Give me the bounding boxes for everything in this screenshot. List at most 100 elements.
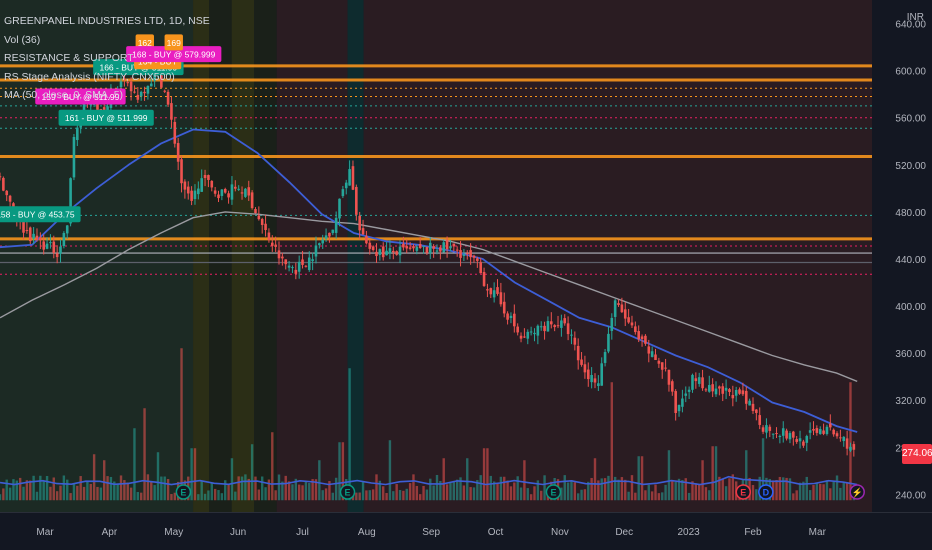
volume-bar xyxy=(449,482,452,501)
candle xyxy=(166,89,170,107)
volume-bar xyxy=(627,491,630,501)
volume-bar xyxy=(25,480,29,501)
candle xyxy=(650,346,654,358)
volume-bar xyxy=(237,476,240,501)
candle xyxy=(291,265,294,274)
candle-body xyxy=(32,233,35,239)
candle xyxy=(65,224,69,239)
candle-body xyxy=(718,386,721,389)
candle-body xyxy=(301,259,304,265)
candle-body xyxy=(795,439,798,442)
volume-bar xyxy=(566,482,570,501)
volume-bar xyxy=(597,480,600,501)
candle xyxy=(731,385,735,407)
volume-bar xyxy=(2,488,5,501)
x-tick-label: Nov xyxy=(551,527,569,538)
volume-bar xyxy=(445,484,449,501)
volume-bar xyxy=(832,481,835,501)
candle-body xyxy=(428,242,432,254)
volume-bar xyxy=(402,490,405,501)
candle xyxy=(442,239,446,253)
candle-body xyxy=(435,250,439,252)
signal-label-box-0 xyxy=(0,206,81,223)
volume-bar xyxy=(113,481,116,501)
candle xyxy=(39,232,42,250)
candle-body xyxy=(671,381,674,392)
volume-bar xyxy=(153,485,156,501)
volume-bar xyxy=(267,479,271,501)
candle xyxy=(207,174,210,188)
candle xyxy=(422,246,425,254)
currency-label: INR xyxy=(906,12,924,23)
candle-body xyxy=(573,337,577,345)
volume-bar xyxy=(503,476,506,501)
volume-bar xyxy=(526,488,529,501)
candle xyxy=(254,207,257,214)
signal-label-box-1 xyxy=(35,88,126,105)
candle xyxy=(482,267,486,287)
indicator-volume[interactable]: Vol (36) xyxy=(4,33,41,46)
volume-bar xyxy=(12,479,15,501)
volume-bar xyxy=(150,481,153,501)
candle-body xyxy=(788,433,792,440)
candle xyxy=(311,252,314,271)
volume-bar xyxy=(234,491,237,501)
volume-bar xyxy=(664,484,667,501)
volume-bar xyxy=(661,492,664,501)
indicator-ma[interactable]: MA (50, close, 0, SMA, 5) xyxy=(4,89,124,101)
y-tick-label: 400.00 xyxy=(895,302,926,313)
volume-bar xyxy=(227,484,230,501)
candle xyxy=(761,425,765,435)
volume-bar xyxy=(271,432,274,501)
volume-bar xyxy=(405,488,408,501)
candle-body xyxy=(180,159,183,184)
event-marker-0 xyxy=(175,484,192,500)
candle xyxy=(324,228,328,242)
event-marker-3 xyxy=(735,484,752,500)
candle-body xyxy=(802,441,805,446)
volume-bar xyxy=(674,481,677,501)
candle xyxy=(237,185,240,191)
candle-body xyxy=(798,438,802,442)
candle xyxy=(849,442,852,453)
indicator-rs-stage[interactable]: RS Stage Analysis (NIFTY, CNX500) xyxy=(4,70,175,83)
candle-body xyxy=(556,325,560,327)
candle-body xyxy=(415,246,419,251)
volume-bar xyxy=(314,479,318,501)
volume-bar xyxy=(39,475,42,501)
volume-bar xyxy=(294,478,298,501)
last-price-tag: 274.06 xyxy=(902,444,932,465)
event-marker-label-1: E xyxy=(345,488,351,498)
candle xyxy=(301,250,304,269)
candle xyxy=(660,362,664,379)
candle-body xyxy=(667,369,671,385)
candle-body xyxy=(489,288,493,295)
candle xyxy=(526,329,530,345)
candle-body xyxy=(264,223,267,231)
candle xyxy=(721,383,725,402)
candle-body xyxy=(217,194,220,199)
candle-body xyxy=(395,251,398,255)
candle-body xyxy=(65,225,69,234)
volume-bar xyxy=(455,479,459,501)
candle xyxy=(667,369,671,392)
indicator-resistance-support[interactable]: RESISTANCE & SUPPORT xyxy=(4,52,134,64)
candle-body xyxy=(375,251,378,257)
candle xyxy=(0,172,2,181)
volume-bar xyxy=(506,480,509,501)
candle xyxy=(681,389,684,413)
volume-bar xyxy=(92,454,96,501)
candle-body xyxy=(328,232,331,237)
candle-body xyxy=(240,192,244,194)
volume-bar xyxy=(284,475,287,501)
volume-bar xyxy=(469,487,472,501)
symbol-title[interactable]: GREENPANEL INDUSTRIES LTD, 1D, NSE xyxy=(4,15,210,27)
volume-bar xyxy=(509,486,513,501)
candle xyxy=(781,421,785,443)
candle xyxy=(758,407,762,430)
candle xyxy=(523,328,526,339)
price-axis-panel xyxy=(872,0,932,550)
candle-body xyxy=(314,245,318,257)
